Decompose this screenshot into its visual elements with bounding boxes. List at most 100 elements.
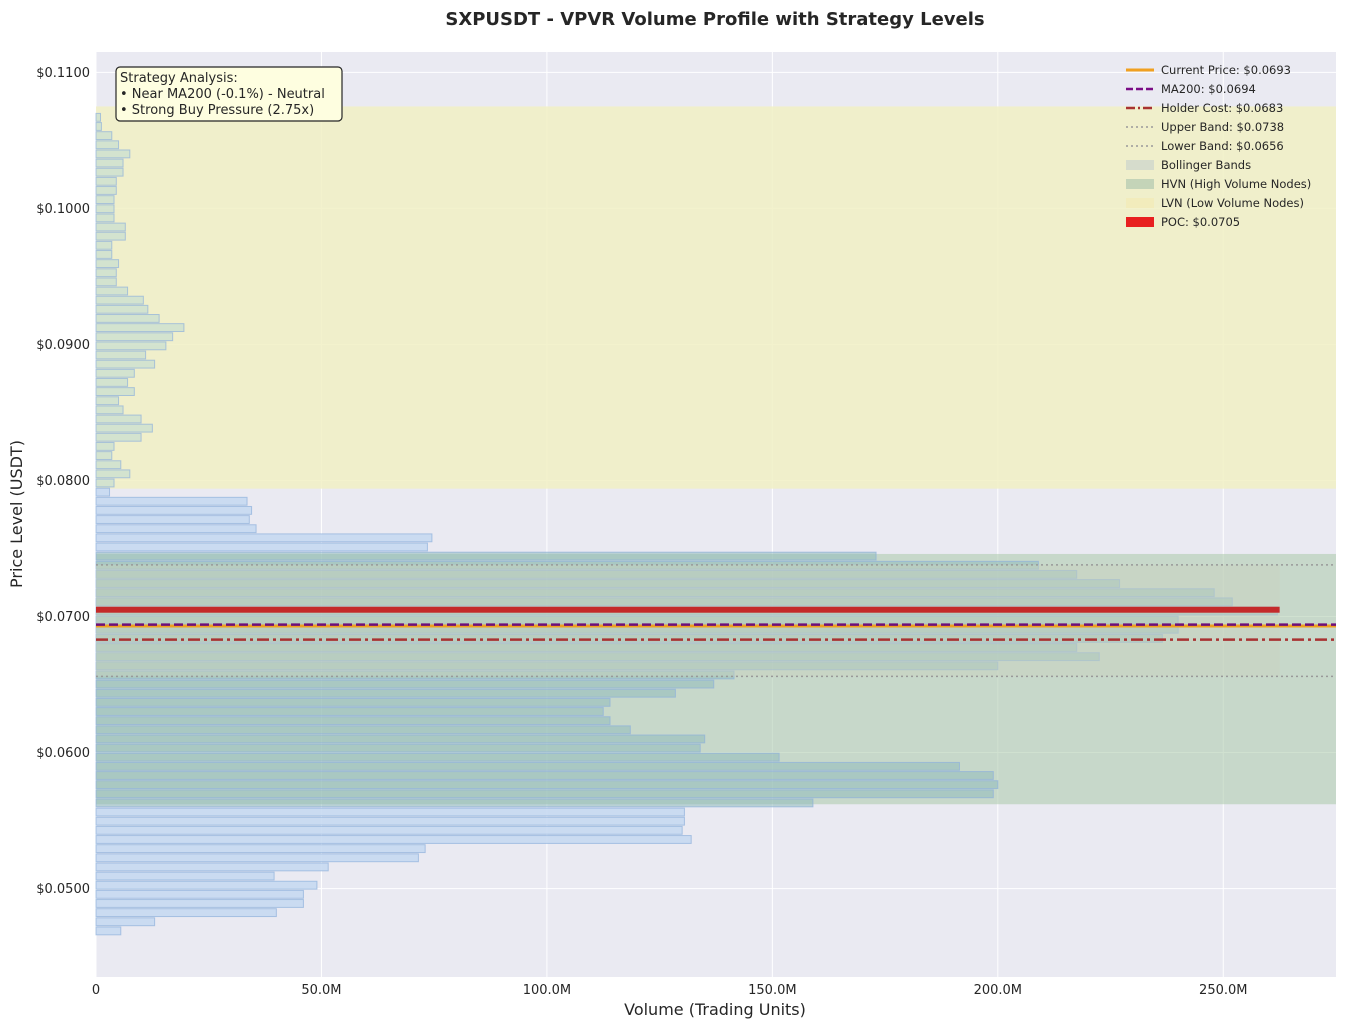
y-tick-label: $0.0500 — [36, 882, 90, 897]
legend-entry: LVN (Low Volume Nodes) — [1161, 196, 1304, 210]
volume-bar — [95, 240, 113, 250]
volume-bar — [95, 268, 117, 278]
volume-bar — [95, 478, 115, 488]
legend-entry: Bollinger Bands — [1161, 158, 1251, 172]
volume-bar — [95, 441, 115, 451]
volume-bar — [95, 213, 115, 223]
y-tick-label: $0.0800 — [36, 474, 90, 489]
volume-bar — [95, 387, 135, 397]
volume-bar — [95, 122, 102, 131]
volume-bar — [95, 332, 174, 342]
legend-entry: Holder Cost: $0.0683 — [1161, 101, 1283, 115]
volume-bar — [95, 460, 122, 470]
volume-bar — [95, 496, 248, 506]
volume-bar — [95, 195, 115, 205]
volume-bar — [95, 771, 994, 780]
volume-bar — [95, 908, 277, 918]
legend-entry: Lower Band: $0.0656 — [1161, 139, 1284, 153]
volume-bar — [95, 780, 999, 790]
volume-bar — [95, 652, 1100, 662]
legend-entry: MA200: $0.0694 — [1161, 82, 1256, 96]
x-tick-label: 250.0M — [1199, 983, 1247, 998]
volume-bar — [95, 314, 160, 323]
volume-bar — [95, 926, 122, 936]
volume-bar — [95, 597, 1233, 607]
volume-bar — [95, 871, 275, 881]
volume-bar — [95, 579, 1121, 588]
volume-bar — [95, 112, 102, 122]
volume-bar — [95, 789, 994, 799]
volume-bar — [95, 204, 115, 214]
volume-bar — [95, 277, 117, 287]
volume-bar — [95, 295, 144, 305]
poc-bar — [96, 606, 1280, 613]
volume-bar — [95, 743, 701, 753]
volume-bar — [95, 725, 631, 735]
volume-bar — [95, 341, 167, 351]
legend-swatch — [1126, 217, 1154, 227]
volume-bar — [95, 515, 250, 524]
volume-bar — [95, 679, 715, 689]
volume-bar — [95, 853, 419, 863]
volume-bar — [95, 323, 185, 333]
volume-bar — [95, 569, 1078, 579]
y-tick-label: $0.0900 — [36, 338, 90, 353]
x-tick-label: 150.0M — [748, 983, 796, 998]
volume-bar — [95, 368, 135, 378]
y-axis-label: Price Level (USDT) — [7, 440, 26, 588]
volume-bar — [95, 807, 685, 817]
chart-title: SXPUSDT - VPVR Volume Profile with Strat… — [445, 9, 984, 30]
volume-bar — [95, 524, 257, 534]
volume-bar — [95, 222, 126, 232]
x-tick-label: 200.0M — [974, 983, 1022, 998]
volume-bar — [95, 405, 124, 415]
volume-bar — [95, 752, 780, 762]
volume-bar — [95, 304, 149, 314]
volume-bar — [95, 697, 611, 707]
annotation-line: Strategy Analysis: — [120, 71, 238, 86]
y-tick-label: $0.1100 — [36, 66, 90, 81]
volume-bar — [95, 899, 304, 908]
volume-bar — [95, 140, 120, 150]
strategy-annotation: Strategy Analysis:• Near MA200 (-0.1%) -… — [115, 66, 343, 122]
volume-bar — [95, 761, 960, 771]
volume-bar — [95, 505, 253, 515]
volume-bar — [95, 149, 131, 159]
x-tick-label: 0 — [92, 983, 100, 998]
volume-bar — [95, 350, 147, 360]
legend-entry: Upper Band: $0.0738 — [1161, 120, 1284, 134]
volume-bar — [95, 286, 129, 296]
y-tick-label: $0.1000 — [36, 202, 90, 217]
volume-bar — [95, 359, 156, 369]
volume-bar — [95, 588, 1215, 598]
volume-bar — [95, 670, 735, 680]
volume-bar — [95, 487, 111, 497]
volume-bar — [95, 825, 683, 835]
volume-bar — [95, 259, 120, 269]
volume-bar — [95, 176, 117, 186]
legend-entry: Current Price: $0.0693 — [1161, 63, 1291, 77]
legend-entry: POC: $0.0705 — [1161, 215, 1240, 229]
volume-bar — [95, 798, 814, 808]
volume-bar — [95, 661, 999, 671]
annotation-line: • Strong Buy Pressure (2.75x) — [120, 103, 314, 118]
volume-bar — [95, 633, 1163, 643]
volume-bar — [95, 167, 124, 177]
x-tick-label: 50.0M — [301, 983, 341, 998]
y-axis-ticks: $0.0500 $0.0600 $0.0700 $0.0800 $0.0900 $0.10… — [36, 66, 90, 897]
volume-bar — [95, 643, 1078, 652]
annotation-line: • Near MA200 (-0.1%) - Neutral — [120, 87, 325, 102]
y-tick-label: $0.0600 — [36, 746, 90, 761]
bollinger-band-region — [96, 564, 1280, 677]
legend: Current Price: $0.0693 MA200: $0.0694 Hold… — [1126, 63, 1311, 229]
volume-bar — [95, 414, 142, 424]
volume-bar — [95, 862, 329, 872]
volume-bar — [95, 880, 318, 890]
x-axis-label: Volume (Trading Units) — [624, 1000, 806, 1019]
volume-bar — [95, 423, 153, 433]
volume-bar — [95, 186, 117, 195]
volume-bar — [95, 396, 120, 406]
volume-bar — [95, 542, 428, 552]
legend-swatch — [1126, 198, 1154, 208]
volume-bar — [95, 377, 129, 387]
